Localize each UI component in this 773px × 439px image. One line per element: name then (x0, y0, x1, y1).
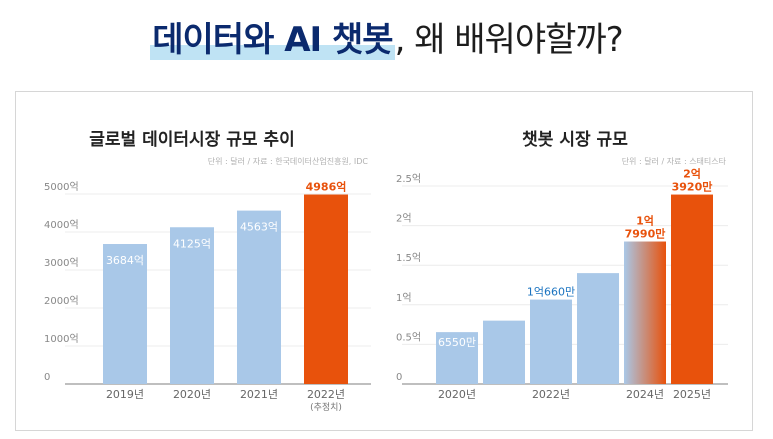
headline: 데이터와 AI 챗봇, 왜 배워야할까? (0, 12, 773, 61)
chart2-data-label: 1억 7990만 (625, 215, 666, 241)
chart1-x-tick-label: 2019년 (106, 388, 144, 401)
chart2-unit-note: 단위 : 달러 / 자료 : 스태티스타 (622, 156, 727, 166)
chart1-unit-note: 단위 : 달러 / 자료 : 한국데이터산업진흥원, IDC (208, 156, 369, 166)
headline-highlight: 데이터와 AI 챗봇 (150, 20, 395, 60)
chart2-x-tick-label: 2022년 (532, 388, 570, 401)
chart1-bar (237, 210, 281, 384)
chart2-bar (436, 332, 478, 384)
chart1-x-tick-label: 2022년 (307, 388, 345, 401)
chart1-ytick-label: 5000억 (44, 181, 79, 193)
chart2-ytick-label: 2억 (396, 213, 412, 225)
chart2-bar (624, 241, 666, 384)
chart2-ytick-label: 2.5억 (396, 173, 421, 185)
chart1-bar (103, 244, 147, 384)
chart1-x-tick-note: (추정치) (310, 401, 342, 413)
chart1-data-label: 4563억 (240, 221, 278, 234)
chart2-data-label: 6550만 (438, 336, 476, 349)
chart2-x-tick-label: 2020년 (438, 388, 476, 401)
chart1-bar (170, 227, 214, 384)
chart2-title: 챗봇 시장 규모 (522, 130, 628, 150)
chart1-data-label: 4125억 (173, 237, 211, 250)
chart1-title: 글로벌 데이터시장 규모 추이 (89, 130, 294, 150)
headline-rest: , 왜 배워야할까? (394, 20, 624, 60)
chart2-ytick-label: 1억 (396, 292, 412, 304)
chart2-ytick-label: 0.5억 (396, 331, 421, 343)
chart1-ytick-label: 2000억 (44, 295, 79, 307)
chart2-ytick-label: 1.5억 (396, 252, 421, 264)
chart2-x-tick-label: 2024년 (626, 388, 664, 401)
chart1-ytick-label: 3000억 (44, 257, 79, 269)
chart2-x-tick-label: 2025년 (673, 388, 711, 401)
chart1-data-label: 4986억 (306, 181, 347, 194)
chart2-data-label: 2억 3920만 (672, 168, 713, 194)
chart2-data-label: 1억660만 (527, 286, 575, 299)
chart2-ytick-label: 0 (396, 372, 402, 383)
chart1-ytick-label: 1000억 (44, 333, 79, 345)
chart1-x-tick-label: 2021년 (240, 388, 278, 401)
chart2-bar (671, 194, 713, 384)
chart2-bar (577, 273, 619, 384)
chart2-bar (483, 320, 525, 384)
chart1-data-label: 3684억 (106, 254, 144, 267)
chart1-ytick-label: 4000억 (44, 219, 79, 231)
chart1-ytick-label: 0 (44, 372, 50, 383)
chart1-x-tick-label: 2020년 (173, 388, 211, 401)
chart2-bar (530, 299, 572, 384)
chart1-bar (304, 194, 348, 384)
